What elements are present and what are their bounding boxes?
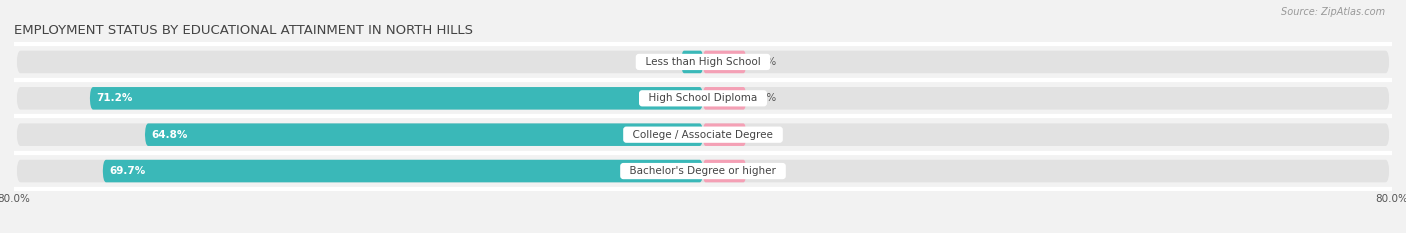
Text: 0.0%: 0.0%	[751, 93, 776, 103]
Text: 0.0%: 0.0%	[751, 166, 776, 176]
FancyBboxPatch shape	[17, 51, 1389, 73]
Text: 69.7%: 69.7%	[110, 166, 146, 176]
Text: 0.0%: 0.0%	[751, 130, 776, 140]
Text: 71.2%: 71.2%	[97, 93, 134, 103]
FancyBboxPatch shape	[17, 123, 1389, 146]
Text: 0.0%: 0.0%	[751, 57, 776, 67]
Text: Source: ZipAtlas.com: Source: ZipAtlas.com	[1281, 7, 1385, 17]
FancyBboxPatch shape	[703, 160, 747, 182]
FancyBboxPatch shape	[703, 51, 747, 73]
Text: Bachelor's Degree or higher: Bachelor's Degree or higher	[623, 166, 783, 176]
FancyBboxPatch shape	[90, 87, 703, 110]
Text: 0.0%: 0.0%	[651, 57, 678, 67]
FancyBboxPatch shape	[682, 51, 703, 73]
FancyBboxPatch shape	[145, 123, 703, 146]
FancyBboxPatch shape	[703, 123, 747, 146]
FancyBboxPatch shape	[103, 160, 703, 182]
FancyBboxPatch shape	[17, 160, 1389, 182]
Text: College / Associate Degree: College / Associate Degree	[626, 130, 780, 140]
Text: Less than High School: Less than High School	[638, 57, 768, 67]
Text: EMPLOYMENT STATUS BY EDUCATIONAL ATTAINMENT IN NORTH HILLS: EMPLOYMENT STATUS BY EDUCATIONAL ATTAINM…	[14, 24, 472, 37]
FancyBboxPatch shape	[703, 87, 747, 110]
Text: 64.8%: 64.8%	[152, 130, 188, 140]
Text: High School Diploma: High School Diploma	[643, 93, 763, 103]
FancyBboxPatch shape	[17, 87, 1389, 110]
